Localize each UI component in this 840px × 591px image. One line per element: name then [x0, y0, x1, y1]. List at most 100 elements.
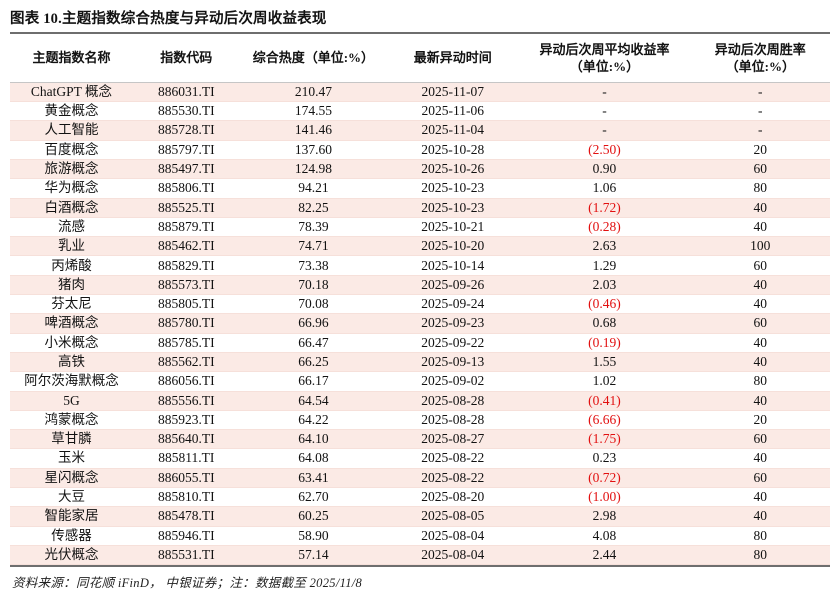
table-cell: 丙烯酸 — [51, 257, 92, 273]
table-row: 白酒概念 885525.TI 82.25 2025-10-23 (1.72) 40 — [10, 198, 830, 218]
table-cell: 40 — [753, 450, 768, 466]
table-cell: 174.55 — [294, 103, 332, 119]
table-cell: 63.41 — [298, 469, 329, 485]
table-cell: (6.66) — [588, 411, 621, 427]
table-cell: - — [758, 122, 763, 138]
table-cell: 传感器 — [51, 527, 92, 543]
table-cell: 94.21 — [298, 180, 329, 196]
table-row: 小米概念 885785.TI 66.47 2025-09-22 (0.19) 40 — [10, 333, 830, 353]
table-cell: 40 — [753, 334, 768, 350]
table-cell: 2025-08-22 — [421, 469, 485, 485]
table-cell: 2025-10-14 — [421, 257, 485, 273]
table-cell: (0.46) — [588, 296, 621, 312]
table-cell: 2.63 — [592, 238, 617, 254]
table-cell: 885530.TI — [157, 103, 215, 119]
table-cell: 小米概念 — [44, 334, 99, 350]
table-cell: 1.06 — [592, 180, 617, 196]
table-cell: 2025-09-22 — [421, 334, 485, 350]
table-cell: 885811.TI — [158, 450, 215, 466]
table-row: 乳业 885462.TI 74.71 2025-10-20 2.63 100 — [10, 236, 830, 256]
theme-index-table: 主题指数名称 指数代码 综合热度（单位:%） 最新异动时间 异动后次周平均收益率 （单位:… — [10, 35, 830, 565]
table-cell: 70.18 — [298, 276, 329, 292]
table-cell: 885478.TI — [157, 508, 215, 524]
table-cell: 70.08 — [298, 296, 329, 312]
table-cell: 2025-08-28 — [421, 392, 485, 408]
table-cell: 白酒概念 — [44, 199, 99, 215]
table-row: 黄金概念 885530.TI 174.55 2025-11-06 - - — [10, 102, 830, 121]
table-cell: 62.70 — [298, 489, 329, 505]
table-row: 高铁 885562.TI 66.25 2025-09-13 1.55 40 — [10, 352, 830, 372]
table-cell: 0.90 — [592, 161, 617, 177]
table-cell: (0.41) — [588, 392, 621, 408]
table-row: 鸿蒙概念 885923.TI 64.22 2025-08-28 (6.66) 20 — [10, 410, 830, 430]
table-row: 星闪概念 886055.TI 63.41 2025-08-22 (0.72) 60 — [10, 468, 830, 488]
table-cell: 20 — [753, 411, 768, 427]
table-cell: 2025-08-04 — [421, 546, 485, 562]
table-cell: 鸿蒙概念 — [44, 411, 99, 427]
table-cell: 0.68 — [592, 315, 617, 331]
table-cell: 草甘膦 — [51, 431, 92, 447]
table-cell: 5G — [63, 392, 80, 408]
table-cell: 2025-10-28 — [421, 141, 485, 157]
table-cell: 啤酒概念 — [44, 315, 99, 331]
table-cell: 1.55 — [592, 354, 617, 369]
table-row: 猪肉 885573.TI 70.18 2025-09-26 2.03 40 — [10, 275, 830, 295]
table-cell: 886031.TI — [157, 83, 215, 99]
table-cell: 80 — [753, 546, 768, 562]
table-cell: 2.44 — [592, 546, 617, 562]
table-cell: 2.03 — [592, 276, 617, 292]
table-cell: 886056.TI — [157, 373, 215, 389]
table-cell: 2025-09-13 — [421, 354, 485, 369]
table-row: 百度概念 885797.TI 137.60 2025-10-28 (2.50) 20 — [10, 140, 830, 160]
table-cell: 智能家居 — [44, 508, 99, 524]
column-header: 最新异动时间 — [387, 35, 519, 83]
table-cell: - — [758, 83, 763, 99]
table-cell: 885810.TI — [157, 489, 215, 505]
table-cell: 885946.TI — [157, 527, 215, 543]
table-cell: 黄金概念 — [44, 103, 99, 119]
table-cell: 40 — [753, 354, 768, 369]
table-cell: 82.25 — [298, 199, 329, 215]
table-cell: 2025-09-24 — [421, 296, 485, 312]
table-cell: 100 — [750, 238, 771, 254]
table-cell: 2025-10-23 — [421, 199, 485, 215]
table-cell: 2.98 — [592, 508, 617, 524]
table-cell: - — [602, 103, 607, 119]
table-cell: 旅游概念 — [44, 161, 99, 177]
table-cell: 40 — [753, 508, 768, 524]
table-cell: 人工智能 — [44, 122, 99, 138]
table-cell: 60 — [753, 257, 768, 273]
table-cell: 芬太尼 — [51, 296, 92, 312]
table-cell: 885728.TI — [157, 122, 215, 138]
table-cell: 玉米 — [58, 450, 85, 466]
table-row: 光伏概念 885531.TI 57.14 2025-08-04 2.44 80 — [10, 545, 830, 565]
table-cell: 2025-09-26 — [421, 276, 485, 292]
table-cell: 78.39 — [298, 218, 329, 234]
table-cell: 885785.TI — [157, 334, 215, 350]
table-cell: - — [758, 103, 763, 119]
table-row: 智能家居 885478.TI 60.25 2025-08-05 2.98 40 — [10, 506, 830, 527]
table-cell: 40 — [753, 276, 768, 292]
table-cell: 73.38 — [298, 257, 329, 273]
table-row: 流感 885879.TI 78.39 2025-10-21 (0.28) 40 — [10, 217, 830, 237]
table-cell: 2025-08-27 — [421, 431, 485, 447]
table-cell: 2025-10-20 — [421, 238, 485, 254]
table-cell: 2025-11-06 — [421, 103, 485, 119]
table-cell: (0.28) — [588, 218, 621, 234]
column-header: 主题指数名称 — [10, 35, 133, 83]
table-cell: - — [602, 83, 607, 99]
table-row: 5G 885556.TI 64.54 2025-08-28 (0.41) 40 — [10, 391, 830, 411]
table-cell: 64.08 — [298, 450, 329, 466]
table-cell: 141.46 — [294, 122, 332, 138]
table-cell: 886055.TI — [157, 469, 215, 485]
table-cell: 乳业 — [58, 238, 85, 254]
table-cell: 40 — [753, 392, 768, 408]
table-cell: 885829.TI — [157, 257, 215, 273]
table-cell: 40 — [753, 296, 768, 312]
table-cell: 60 — [753, 161, 768, 177]
table-cell: (2.50) — [588, 141, 621, 157]
table-cell: 40 — [753, 489, 768, 505]
table-cell: 2025-09-02 — [421, 373, 485, 389]
table-cell: 60 — [753, 315, 768, 331]
table-header: 主题指数名称 指数代码 综合热度（单位:%） 最新异动时间 异动后次周平均收益率 （单位:… — [10, 35, 830, 83]
